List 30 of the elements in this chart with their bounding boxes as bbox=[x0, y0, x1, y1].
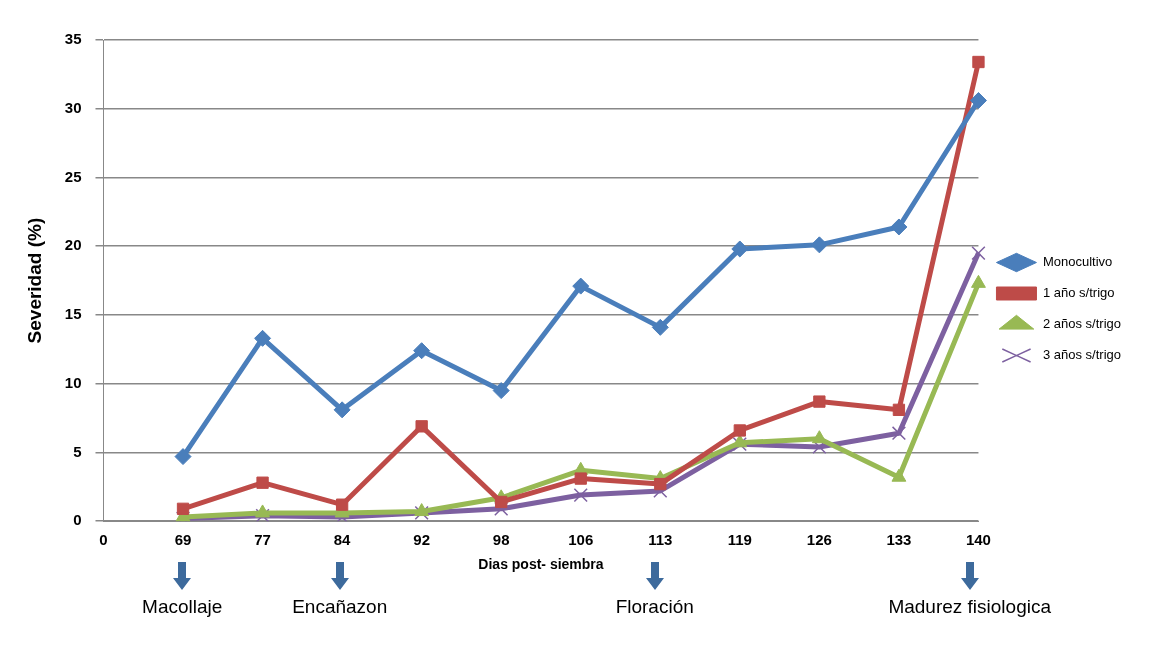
x-tick-label: 133 bbox=[886, 531, 912, 549]
y-tick-label: 30 bbox=[64, 98, 82, 116]
x-tick-label: 126 bbox=[806, 531, 832, 549]
x-tick-label: 0 bbox=[99, 531, 108, 549]
y-axis-title: Severidad (%) bbox=[23, 217, 45, 344]
x-tick-label: 119 bbox=[727, 531, 752, 549]
text: Madurez fisiologica bbox=[888, 596, 1052, 618]
y-tick-label: 15 bbox=[64, 305, 82, 323]
x-tick-label: 106 bbox=[568, 531, 594, 549]
y-tick-label: 25 bbox=[64, 167, 82, 185]
y-tick-label: 20 bbox=[64, 236, 82, 254]
x-tick-label: 98 bbox=[492, 531, 510, 549]
x-tick-label: 69 bbox=[174, 531, 192, 549]
y-tick-label: 5 bbox=[73, 442, 82, 460]
x-tick-label: 77 bbox=[254, 531, 271, 549]
legend-label: 3 años s/trigo bbox=[1042, 347, 1121, 363]
y-tick-label: 0 bbox=[73, 511, 82, 529]
x-tick-label: 140 bbox=[965, 531, 991, 549]
y-tick-label: 35 bbox=[64, 30, 82, 48]
x-axis-title: Dias post- siembra bbox=[478, 556, 604, 573]
legend-label: Monocultivo bbox=[1042, 254, 1113, 270]
text: Macollaje bbox=[142, 596, 223, 618]
legend-label: 2 años s/trigo bbox=[1042, 316, 1121, 332]
legend-label: 1 año s/trigo bbox=[1042, 285, 1115, 301]
x-tick-label: 84 bbox=[333, 531, 352, 549]
y-tick-label: 10 bbox=[64, 373, 82, 391]
text: Encañazon bbox=[292, 596, 388, 618]
x-tick-label: 92 bbox=[413, 531, 430, 549]
text: Floración bbox=[615, 596, 694, 618]
x-tick-label: 113 bbox=[648, 531, 673, 549]
